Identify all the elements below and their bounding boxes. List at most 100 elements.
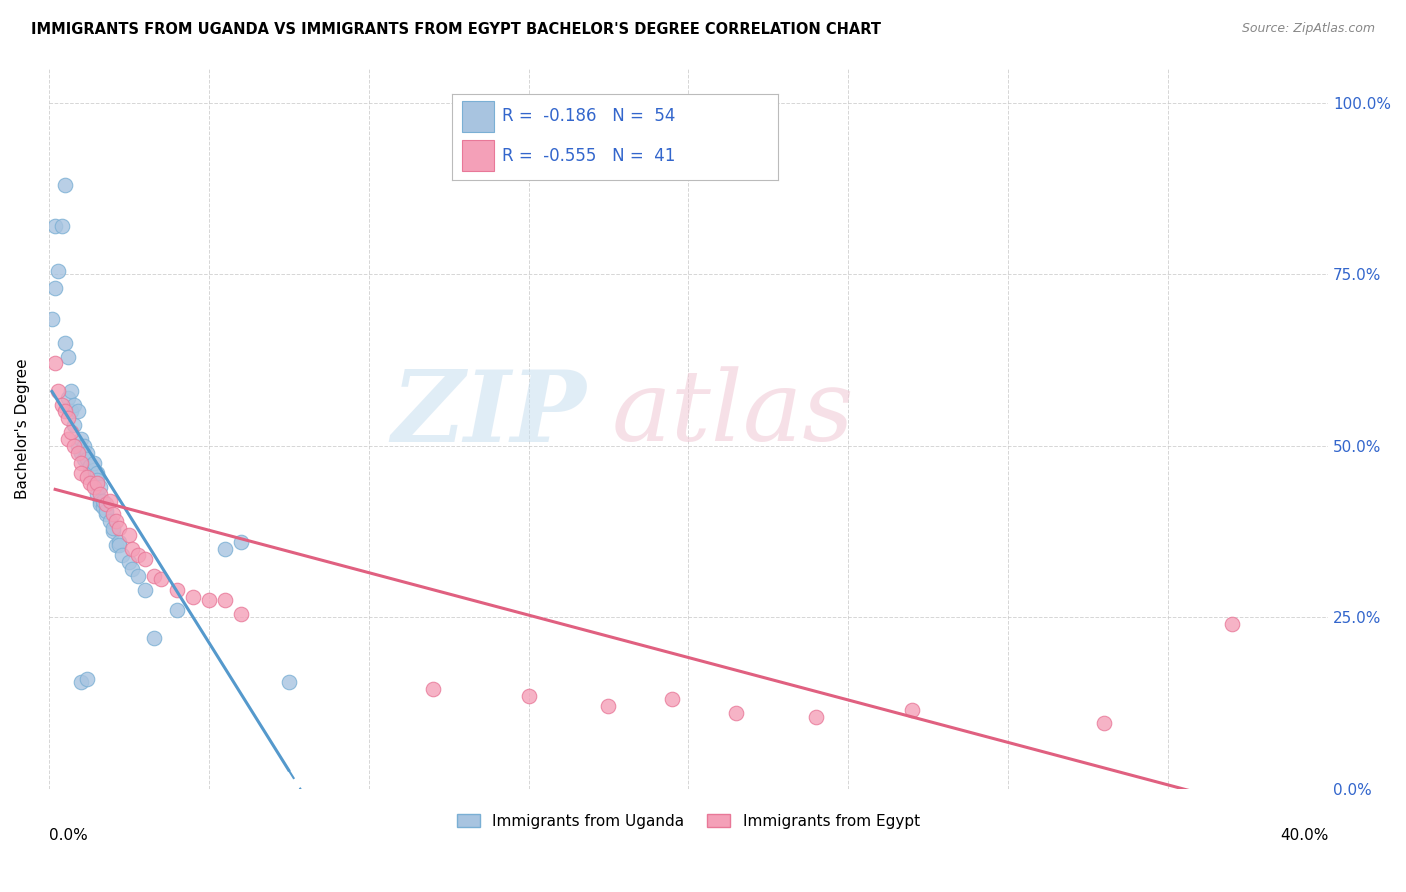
Point [44,356,66,370]
Point [104,538,127,552]
Point [134,582,156,597]
Point [89,497,111,511]
Point [806,709,828,723]
Point [76,452,98,467]
Point [661,692,683,706]
Point [166,582,188,597]
Point [69,445,91,459]
Point [69,432,91,446]
Point [66,439,89,453]
Point [83,456,105,470]
Point [111,549,134,563]
Point [91,500,114,515]
Point [104,514,127,528]
Point [1220,617,1243,632]
Point [214,541,236,556]
Point [63,418,86,433]
Point [86,476,108,491]
Point [79,466,101,480]
Point [121,541,143,556]
Point [53,404,76,418]
Text: ZIP: ZIP [391,366,586,462]
Point [53,178,76,193]
Point [277,675,299,690]
Point [108,521,131,535]
Text: 0.0%: 0.0% [49,828,87,843]
Point [86,466,108,480]
Point [66,404,89,418]
Point [517,689,540,703]
Point [56,432,79,446]
Point [44,281,66,295]
Point [76,672,98,686]
Y-axis label: Bachelor's Degree: Bachelor's Degree [15,359,30,499]
Point [143,569,166,583]
Point [134,551,156,566]
Point [229,607,252,621]
Point [73,439,96,453]
Point [166,603,188,617]
Point [66,445,89,459]
Point [118,555,141,569]
Point [598,699,620,714]
Point [46,384,69,398]
Point [60,425,83,439]
Point [56,391,79,405]
Point [56,411,79,425]
Point [197,593,219,607]
Point [73,452,96,467]
Point [89,493,111,508]
Point [86,486,108,500]
Point [60,384,83,398]
Point [725,706,748,720]
Point [69,466,91,480]
Point [901,703,924,717]
Point [149,573,172,587]
Point [143,631,166,645]
Point [1092,716,1115,731]
Point [229,534,252,549]
Point [118,528,141,542]
Text: atlas: atlas [612,367,855,462]
Point [63,398,86,412]
Point [181,590,204,604]
Point [214,593,236,607]
Point [69,675,91,690]
Point [79,459,101,474]
Point [83,480,105,494]
Point [79,476,101,491]
Point [101,521,124,535]
Point [53,335,76,350]
Point [69,456,91,470]
Point [108,534,131,549]
Point [83,463,105,477]
Point [60,404,83,418]
Point [101,524,124,539]
Point [79,459,101,474]
Text: IMMIGRANTS FROM UGANDA VS IMMIGRANTS FROM EGYPT BACHELOR'S DEGREE CORRELATION CH: IMMIGRANTS FROM UGANDA VS IMMIGRANTS FRO… [31,22,882,37]
Point [108,538,131,552]
Point [46,264,69,278]
Point [76,445,98,459]
Point [56,350,79,364]
Point [91,493,114,508]
Point [96,497,118,511]
Point [76,469,98,483]
Point [127,549,149,563]
Point [96,508,118,522]
Point [51,398,73,412]
Point [51,219,73,234]
Point [98,514,121,528]
Point [422,682,444,697]
Point [121,562,143,576]
Point [44,219,66,234]
Point [41,311,63,326]
Text: Source: ZipAtlas.com: Source: ZipAtlas.com [1241,22,1375,36]
Legend: Immigrants from Uganda, Immigrants from Egypt: Immigrants from Uganda, Immigrants from … [451,807,925,835]
Point [98,493,121,508]
Point [89,486,111,500]
Point [101,508,124,522]
Text: 40.0%: 40.0% [1279,828,1329,843]
Point [86,473,108,487]
Point [127,569,149,583]
